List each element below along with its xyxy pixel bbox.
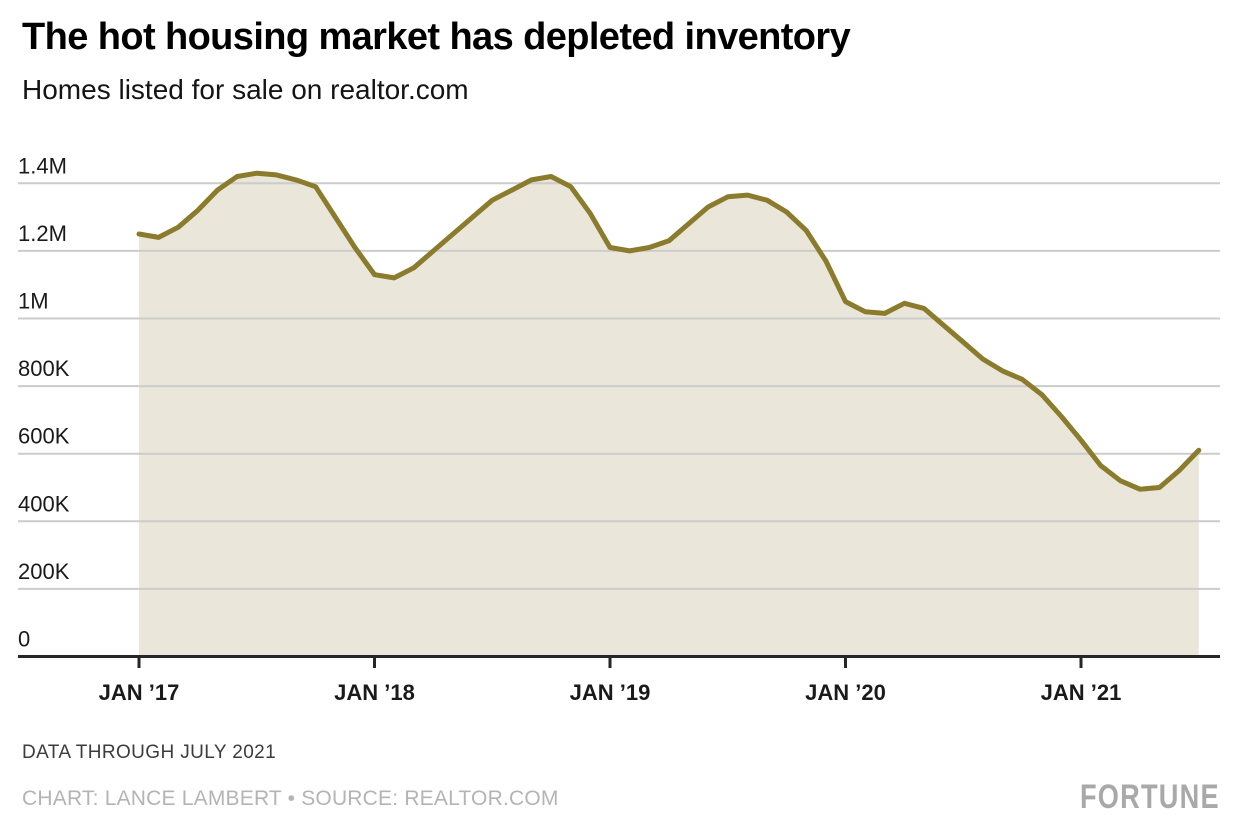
y-axis-label: 200K	[18, 559, 70, 584]
area-chart: 0 200K 400K 600K 800K 1M 1.2M 1.4M JAN ’17 JAN ’1…	[18, 153, 1220, 705]
x-axis-label: JAN ’17	[99, 680, 180, 705]
chart-title: The hot housing market has depleted inve…	[22, 16, 851, 58]
y-axis-label: 1M	[18, 289, 49, 314]
y-axis-label: 1.2M	[18, 221, 67, 246]
y-axis-label: 800K	[18, 356, 70, 381]
x-axis-label: JAN ’21	[1041, 680, 1122, 705]
y-axis-label: 600K	[18, 424, 70, 449]
chart-subtitle: Homes listed for sale on realtor.com	[22, 74, 469, 105]
x-axis-label: JAN ’20	[805, 680, 886, 705]
data-note: DATA THROUGH JULY 2021	[22, 742, 277, 763]
x-axis-label: JAN ’19	[570, 680, 651, 705]
inventory-line	[136, 170, 1202, 492]
fortune-logo: FORTUNE	[1080, 778, 1220, 816]
y-axis-label: 1.4M	[18, 153, 67, 178]
y-axis-label: 0	[18, 627, 30, 652]
y-axis-label: 400K	[18, 491, 70, 516]
x-axis-label: JAN ’18	[334, 680, 415, 705]
area-fill	[139, 173, 1199, 657]
credit-line: CHART: LANCE LAMBERT • SOURCE: REALTOR.C…	[22, 787, 559, 810]
